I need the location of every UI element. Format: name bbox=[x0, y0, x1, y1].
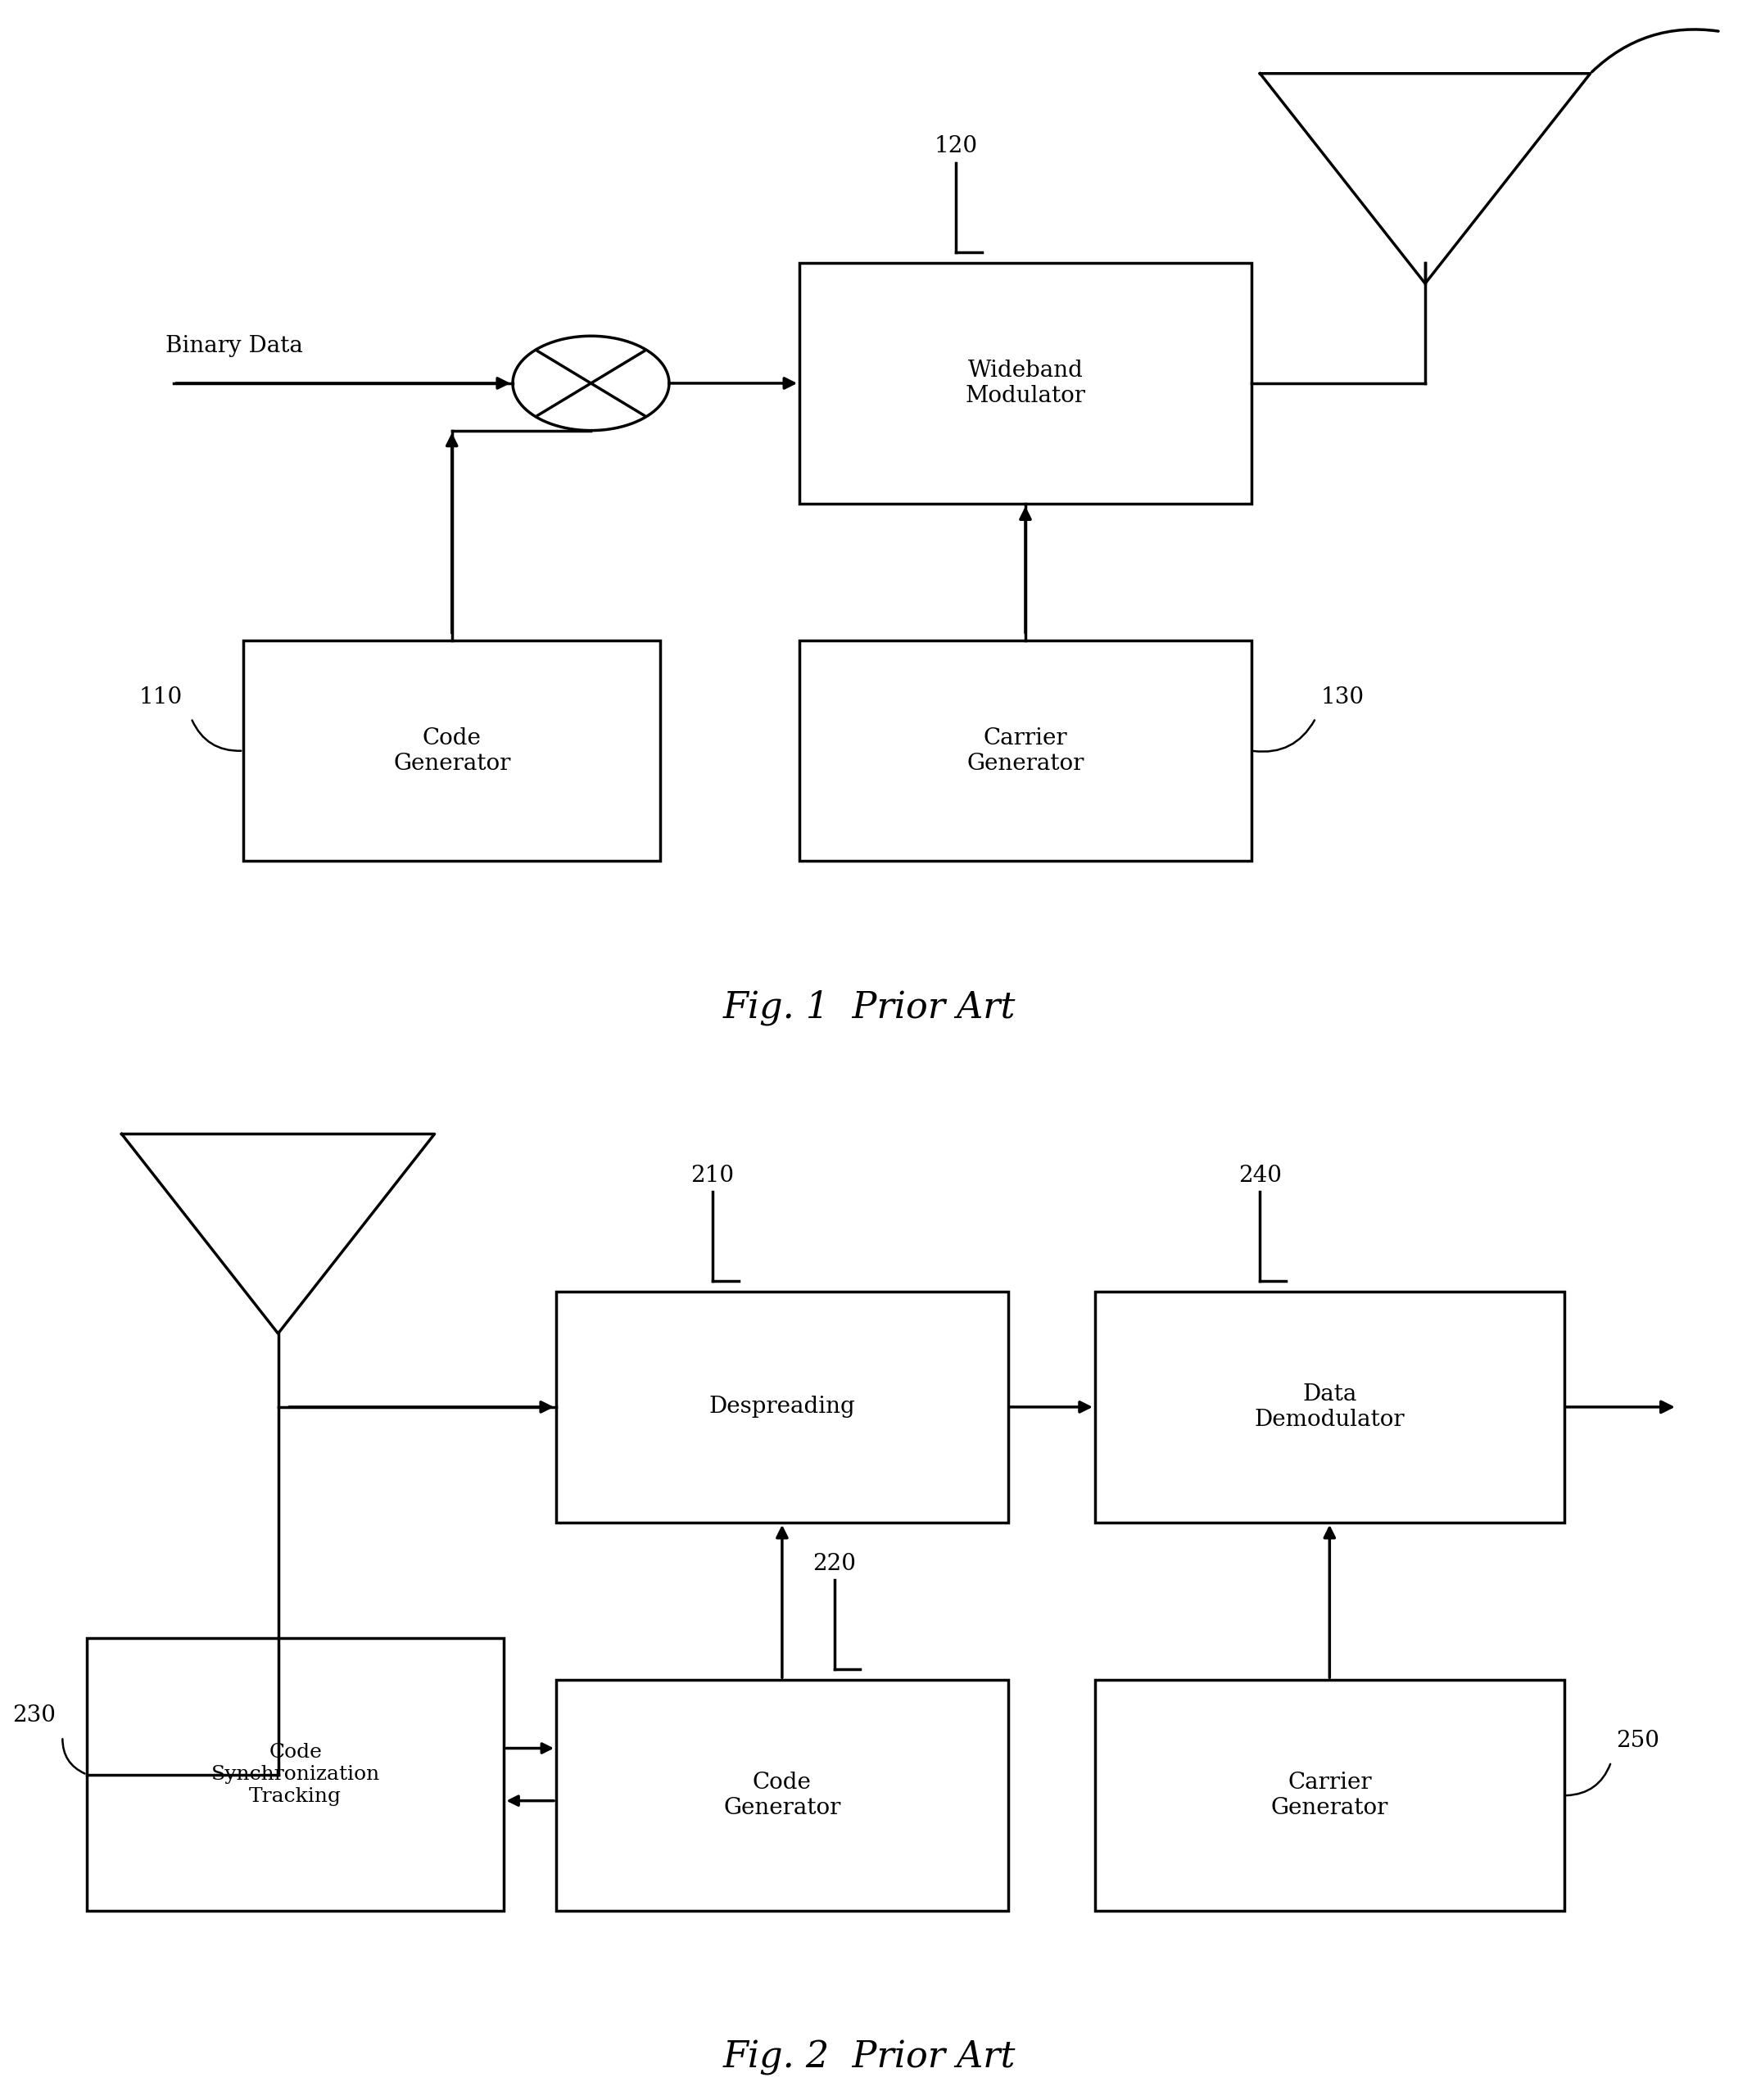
Bar bbox=[556, 1680, 1008, 1911]
Bar bbox=[243, 640, 660, 861]
Text: 110: 110 bbox=[139, 687, 182, 708]
Bar bbox=[799, 262, 1251, 504]
Text: 120: 120 bbox=[933, 134, 978, 158]
Text: Fig. 1  Prior Art: Fig. 1 Prior Art bbox=[723, 991, 1015, 1025]
Text: Wideband
Modulator: Wideband Modulator bbox=[965, 359, 1086, 407]
Text: Code
Generator: Code Generator bbox=[393, 727, 511, 775]
Text: Data
Demodulator: Data Demodulator bbox=[1255, 1384, 1404, 1430]
Text: Code
Generator: Code Generator bbox=[723, 1772, 841, 1819]
Text: Code
Synchronization
Tracking: Code Synchronization Tracking bbox=[210, 1743, 381, 1806]
Bar bbox=[1095, 1292, 1564, 1522]
Text: Carrier
Generator: Carrier Generator bbox=[1270, 1772, 1389, 1819]
Text: 130: 130 bbox=[1321, 687, 1364, 708]
Text: 240: 240 bbox=[1239, 1163, 1281, 1186]
Text: 250: 250 bbox=[1616, 1730, 1660, 1751]
Text: 220: 220 bbox=[813, 1552, 855, 1575]
Text: 230: 230 bbox=[12, 1705, 56, 1726]
Text: Carrier
Generator: Carrier Generator bbox=[966, 727, 1085, 775]
Bar bbox=[87, 1638, 504, 1911]
Text: Despreading: Despreading bbox=[709, 1397, 855, 1418]
Bar bbox=[556, 1292, 1008, 1522]
Bar bbox=[1095, 1680, 1564, 1911]
Bar bbox=[799, 640, 1251, 861]
Text: Binary Data: Binary Data bbox=[165, 334, 302, 357]
Text: Fig. 2  Prior Art: Fig. 2 Prior Art bbox=[723, 2041, 1015, 2075]
Text: 210: 210 bbox=[690, 1163, 735, 1186]
